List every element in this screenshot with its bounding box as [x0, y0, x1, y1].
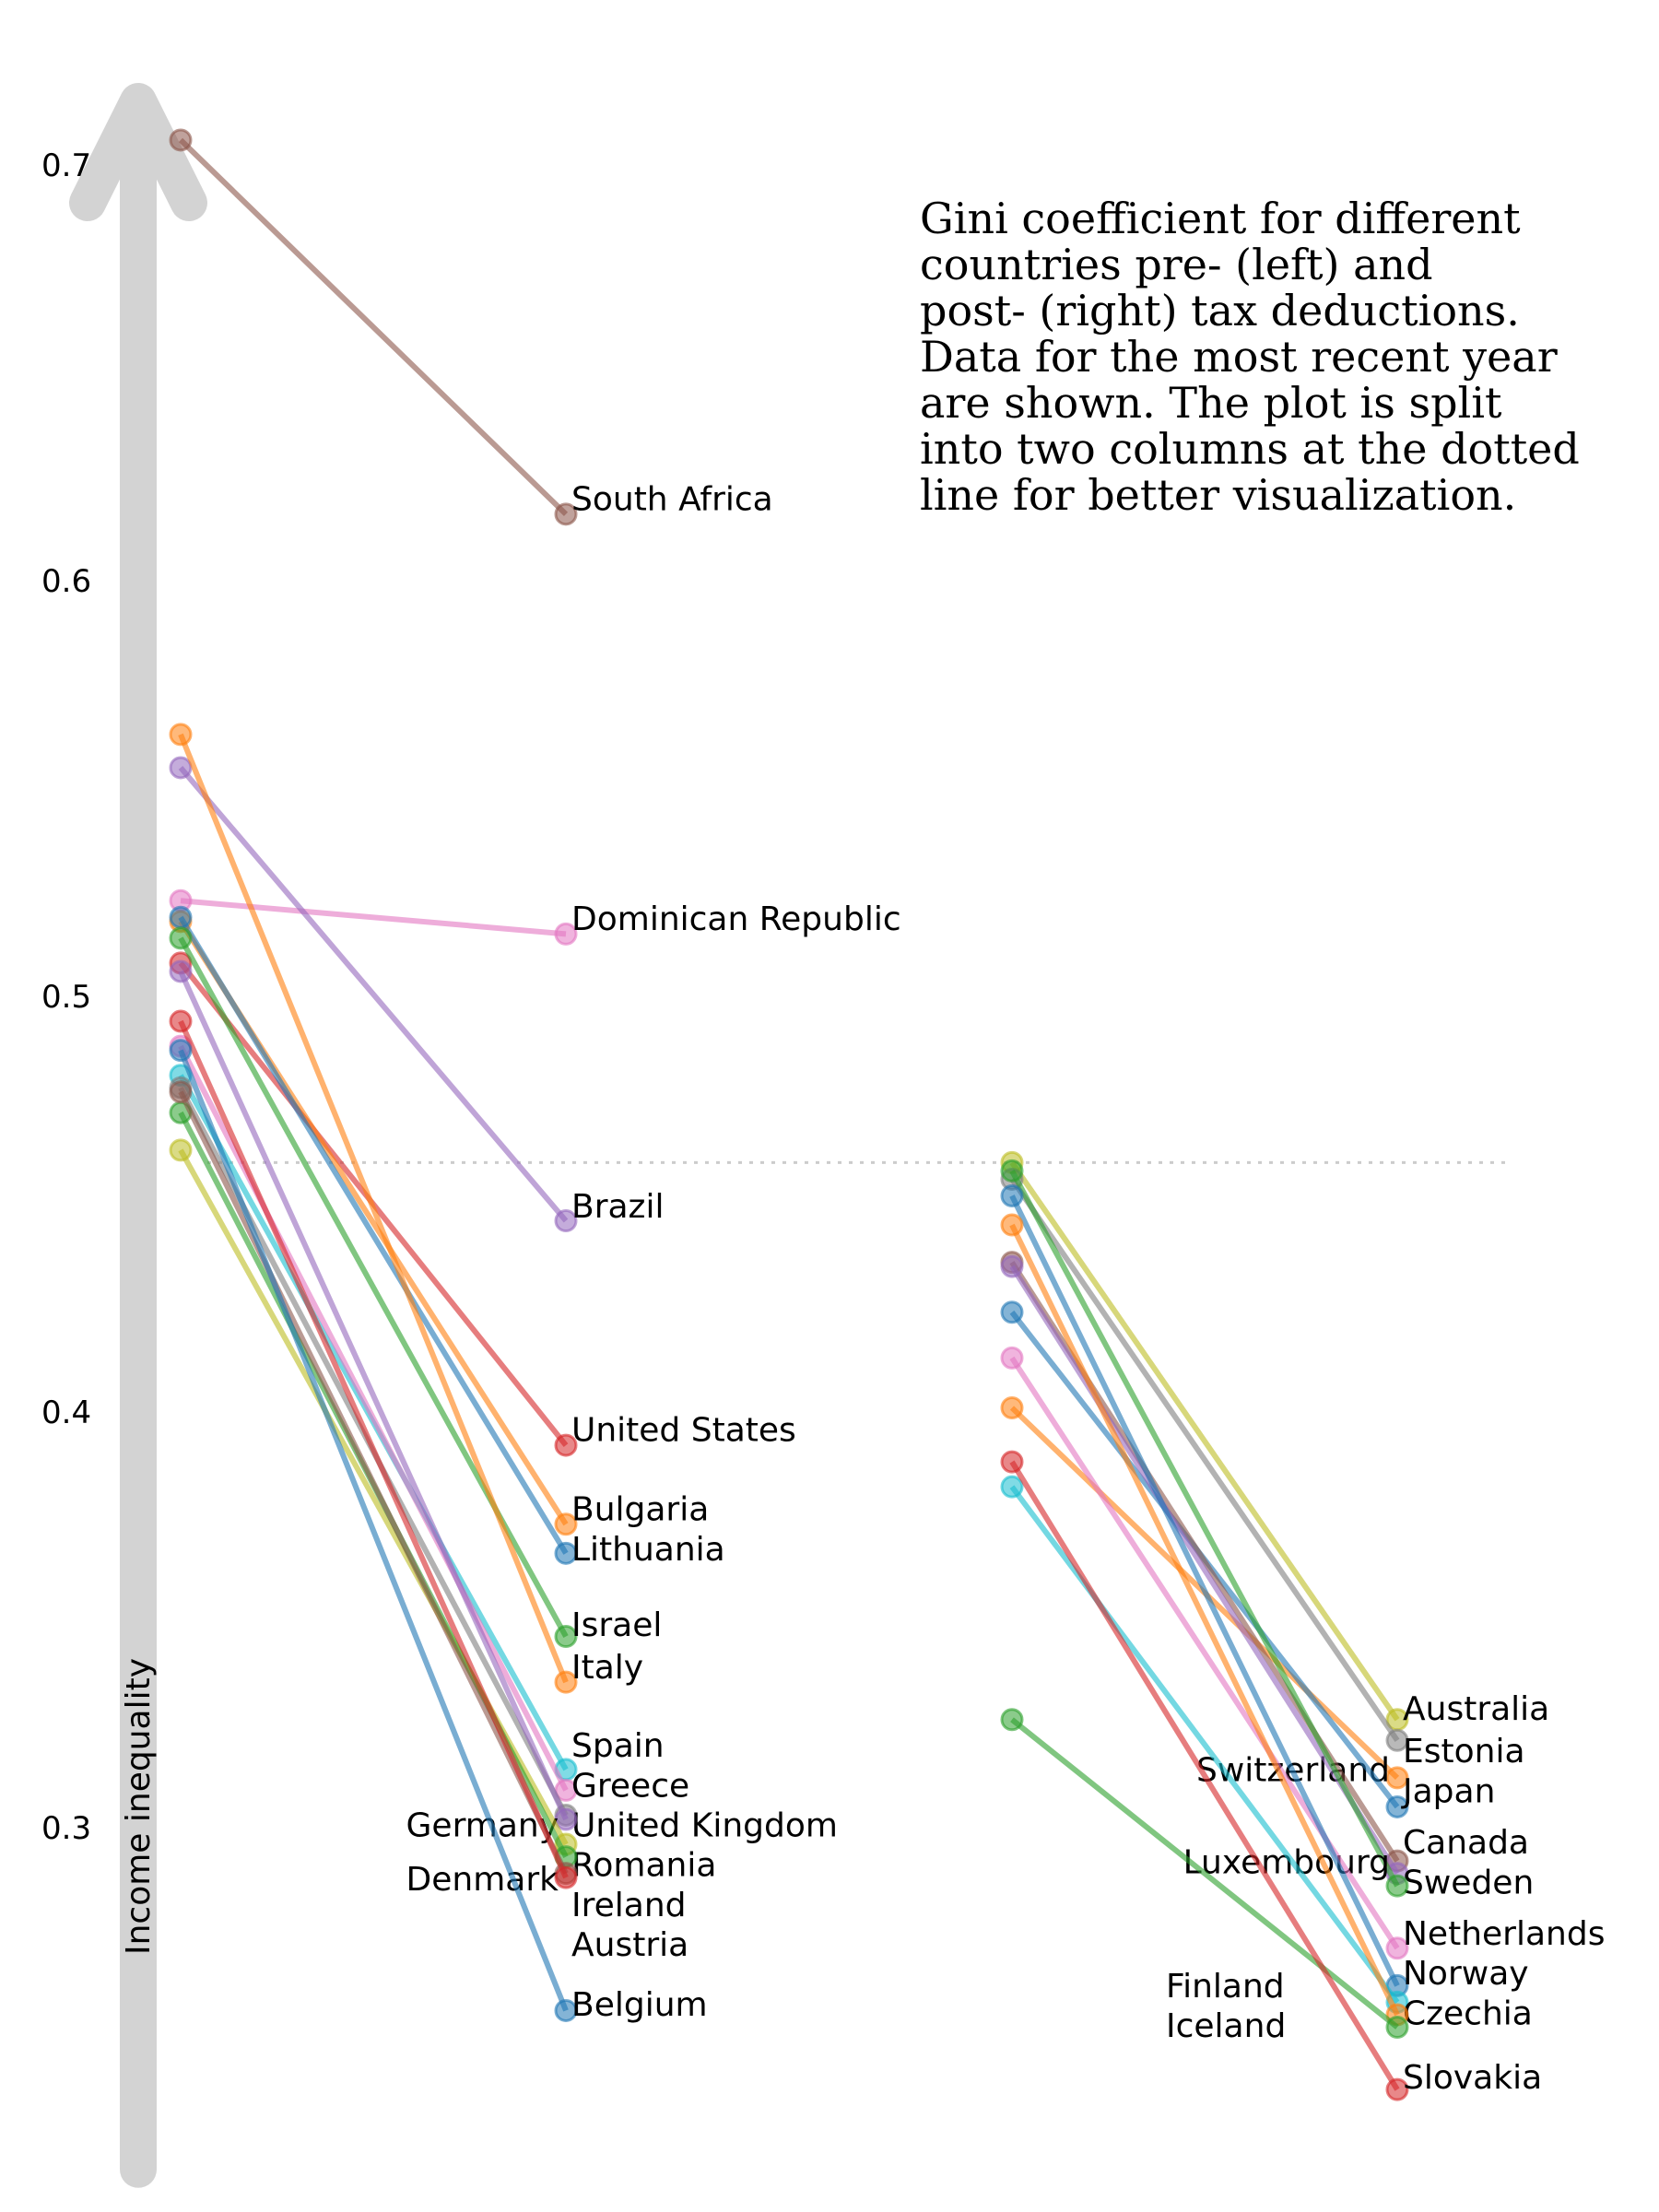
point-pre-japan: [1000, 1300, 1024, 1324]
country-label: Ireland: [571, 1887, 687, 1924]
country-label: South Africa: [571, 480, 773, 518]
point-post-united-states: [554, 1433, 578, 1457]
point-post-slovakia: [1385, 2077, 1409, 2101]
point-post-brazil: [554, 1209, 578, 1233]
series-line-dominican-republic: [180, 898, 567, 937]
point-post-austria: [554, 1865, 578, 1889]
point-pre-switzerland: [1000, 1395, 1024, 1419]
y-axis-label: Income inequality: [120, 1658, 158, 1955]
point-post-estonia: [1385, 1728, 1409, 1752]
country-label: Netherlands: [1403, 1915, 1605, 1953]
series-line-south-africa: [178, 137, 569, 516]
series-line-lithuania: [178, 915, 569, 1555]
point-pre-israel: [169, 926, 193, 950]
point-post-bulgaria: [554, 1512, 578, 1536]
point-post-luxembourg: [1385, 1874, 1409, 1898]
country-label: Italy: [571, 1649, 643, 1687]
series-line-austria: [178, 1019, 569, 1879]
point-pre-netherlands: [1000, 1346, 1024, 1370]
country-label: Lithuania: [571, 1531, 725, 1569]
y-tick-label: 0.7: [41, 147, 91, 184]
point-pre-italy: [169, 723, 193, 747]
series-line-greece: [178, 1044, 569, 1792]
country-label: Canada: [1403, 1824, 1529, 1862]
y-tick-label: 0.6: [41, 563, 91, 600]
series-line-iceland: [1010, 1717, 1399, 2030]
country-label: Greece: [571, 1767, 689, 1805]
point-pre-brazil: [169, 756, 193, 780]
country-label: Czechia: [1403, 1994, 1533, 2032]
axis-arrow-head: [69, 83, 207, 221]
point-pre-sweden: [1000, 1254, 1024, 1278]
country-label: Germany: [406, 1806, 559, 1844]
country-label: Israel: [571, 1606, 662, 1644]
country-label: Bulgaria: [571, 1491, 709, 1529]
series-line-slovakia: [1009, 1460, 1400, 2091]
country-label: Estonia: [1403, 1733, 1525, 1771]
series-line-germany: [178, 970, 569, 1821]
country-label: Slovakia: [1403, 2059, 1542, 2097]
country-label: Austria: [571, 1926, 688, 1964]
series-line-estonia: [1009, 1177, 1400, 1742]
series-line-denmark: [178, 1090, 569, 1875]
country-label: Spain: [571, 1727, 665, 1765]
point-pre-belgium: [169, 1039, 193, 1063]
series-line-czechia: [1009, 1485, 1400, 2005]
point-pre-luxembourg: [1000, 1159, 1024, 1182]
country-label: Sweden: [1403, 1864, 1534, 1901]
point-pre-austria: [169, 1009, 193, 1033]
point-pre-denmark: [169, 1080, 193, 1104]
point-pre-norway: [1000, 1183, 1024, 1207]
point-pre-romania: [169, 1138, 193, 1162]
country-label: Norway: [1403, 1955, 1529, 1993]
point-pre-finland: [1000, 1213, 1024, 1237]
point-post-belgium: [554, 1998, 578, 2022]
series-line-belgium: [178, 1049, 569, 2012]
point-post-dominican-republic: [554, 922, 578, 946]
series-line-italy: [178, 733, 569, 1684]
y-tick-label: 0.3: [41, 1810, 91, 1847]
country-label: Dominican Republic: [571, 900, 901, 938]
series-line-luxembourg: [1009, 1169, 1400, 1888]
country-label: Romania: [571, 1847, 716, 1885]
point-post-italy: [554, 1670, 578, 1694]
point-post-switzerland: [1385, 1766, 1409, 1790]
point-pre-iceland: [1000, 1708, 1024, 1732]
country-label: Denmark: [406, 1861, 559, 1899]
point-pre-lithuania: [169, 905, 193, 929]
series-line-australia: [1009, 1160, 1400, 1722]
country-label: Iceland: [1166, 2007, 1286, 2045]
point-post-south-africa: [554, 502, 578, 526]
point-pre-germany: [169, 959, 193, 983]
point-post-japan: [1385, 1794, 1409, 1818]
y-tick-label: 0.4: [41, 1394, 91, 1431]
point-post-iceland: [1385, 2015, 1409, 2039]
series-line-norway: [1009, 1194, 1400, 1987]
point-post-germany: [554, 1807, 578, 1831]
y-tick-label: 0.5: [41, 979, 91, 1016]
series-line-finland: [1009, 1223, 1400, 2017]
chart-annotation: Gini coefficient for different countries…: [920, 194, 1580, 520]
point-pre-slovakia: [1000, 1450, 1024, 1474]
country-label: Japan: [1401, 1772, 1495, 1810]
point-pre-south-africa: [169, 128, 193, 152]
point-post-israel: [554, 1625, 578, 1649]
country-label: Brazil: [571, 1188, 664, 1226]
country-label: Finland: [1166, 1968, 1285, 2006]
point-post-netherlands: [1385, 1936, 1409, 1960]
country-label: Belgium: [571, 1986, 708, 2024]
country-label: United States: [571, 1411, 796, 1449]
point-pre-czechia: [1000, 1475, 1024, 1499]
series-line-brazil: [178, 766, 569, 1223]
country-label: United Kingdom: [571, 1806, 838, 1844]
country-label: Australia: [1403, 1690, 1549, 1728]
point-post-lithuania: [554, 1541, 578, 1565]
